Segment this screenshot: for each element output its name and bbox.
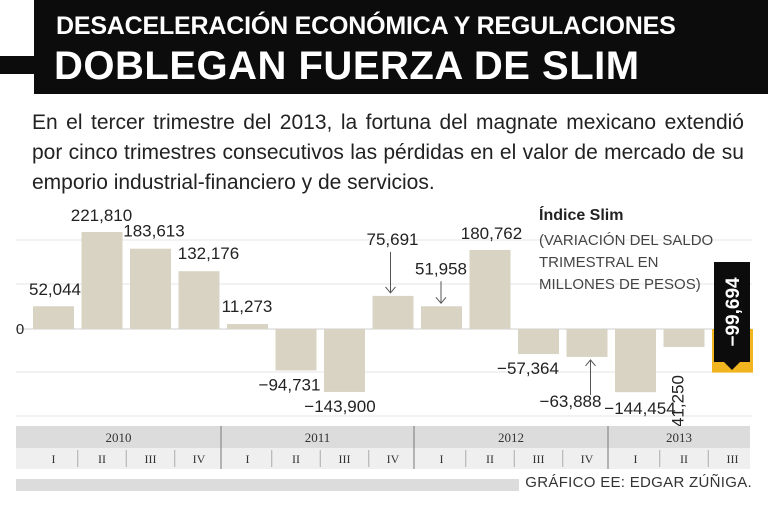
year-band: [16, 426, 750, 448]
value-label-highlight: −99,694: [723, 277, 744, 347]
value-label: 75,691: [367, 230, 419, 249]
quarter-label: I: [634, 452, 638, 466]
chart-title: Índice Slim: [539, 205, 623, 224]
bar: [421, 306, 462, 329]
credit: GRÁFICO EE: EDGAR ZÚÑIGA.: [519, 474, 752, 491]
bar: [615, 329, 656, 393]
year-label: 2012: [498, 430, 524, 445]
quarter-label: II: [680, 452, 688, 466]
quarter-label: IV: [387, 452, 400, 466]
intro-text: En el tercer trimestre del 2013, la fort…: [32, 111, 744, 194]
quarter-label: IV: [193, 452, 206, 466]
title-banner: DESACELERACIÓN ECONÓMICA Y REGULACIONES …: [34, 0, 768, 94]
bar: [566, 329, 608, 357]
value-label: 11,273: [222, 297, 273, 316]
highlight-label-box: [714, 262, 750, 362]
year-label: 2010: [106, 430, 132, 445]
value-label: −94,731: [259, 375, 321, 394]
kicker: DESACELERACIÓN ECONÓMICA Y REGULACIONES: [56, 12, 676, 40]
quarter-label: I: [52, 452, 56, 466]
value-label: −57,364: [497, 359, 559, 378]
banner-tab: [0, 56, 34, 74]
value-label-rotated: −41,250: [669, 375, 688, 437]
label-arrowhead: [385, 286, 396, 294]
value-label: −144,454: [604, 399, 675, 418]
bar: [469, 249, 511, 329]
bar: [227, 324, 268, 329]
value-label: 183,613: [123, 222, 184, 241]
bar: [178, 271, 220, 329]
bar: [81, 232, 123, 329]
year-label: 2013: [666, 430, 692, 445]
quarter-label: III: [533, 452, 545, 466]
label-arrowhead: [435, 296, 447, 305]
value-label: 180,762: [461, 224, 522, 243]
headline: DOBLEGAN FUERZA DE SLIM: [54, 44, 640, 88]
value-label: −143,900: [304, 397, 375, 416]
quarter-band: [16, 448, 750, 469]
quarter-label: II: [98, 452, 106, 466]
quarter-label: I: [246, 452, 250, 466]
chart-subtitle: (VARIACIÓN DEL SALDO: [539, 232, 713, 249]
highlight-label-pointer: [724, 362, 740, 370]
value-label: 51,958: [415, 259, 467, 278]
quarter-label: III: [727, 452, 739, 466]
bar: [33, 306, 74, 329]
quarter-label: II: [292, 452, 300, 466]
chart-subtitle: MILLONES DE PESOS): [539, 276, 701, 293]
value-label: 52,044: [29, 280, 81, 299]
year-label: 2011: [305, 430, 331, 445]
quarter-label: IV: [581, 452, 594, 466]
quarter-label: I: [440, 452, 444, 466]
label-arrowhead: [585, 359, 596, 367]
quarter-label: III: [339, 452, 351, 466]
bar: [663, 329, 705, 348]
bar: [130, 248, 171, 329]
quarter-label: III: [145, 452, 157, 466]
bar: [372, 295, 414, 329]
zero-tick-label: 0: [16, 321, 24, 338]
value-label: 132,176: [178, 244, 239, 263]
quarter-label: II: [486, 452, 494, 466]
value-label: −63,888: [540, 392, 602, 411]
value-label: 221,810: [71, 206, 132, 225]
bar: [324, 329, 365, 392]
bar: [275, 329, 317, 371]
bar: [518, 329, 559, 355]
chart-subtitle: TRIMESTRAL EN: [539, 254, 658, 271]
